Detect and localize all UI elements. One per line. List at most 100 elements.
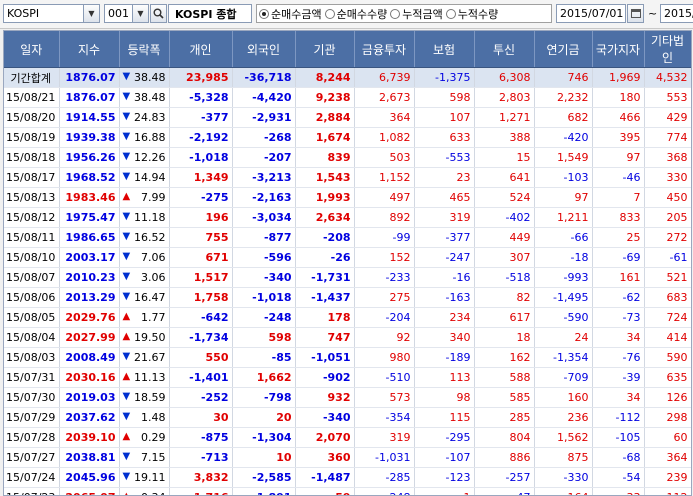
column-header[interactable]: 기관	[295, 31, 355, 68]
value-cell: 635	[644, 367, 691, 388]
search-button[interactable]	[150, 4, 167, 23]
table-row[interactable]: 15/08/032008.4921.67550-85-1,051980-1891…	[4, 347, 691, 368]
calendar-button[interactable]	[627, 4, 644, 23]
radio-label: 누적금액	[402, 7, 443, 21]
value-cell: 112	[644, 487, 691, 495]
table-row[interactable]: 15/08/181956.2612.26-1,018-207839503-553…	[4, 147, 691, 168]
date-cell: 15/07/28	[4, 427, 60, 448]
index-cell: 1986.65	[59, 227, 120, 248]
value-cell: 2,803	[474, 87, 535, 108]
column-header[interactable]: 지수	[59, 31, 120, 68]
value-cell: 1,674	[295, 127, 355, 148]
value-cell: 161	[592, 267, 645, 288]
radio-net-buy-amount[interactable]: 순매수금액	[259, 6, 322, 22]
table-row[interactable]: 15/07/292037.621.483020-340-354115285236…	[4, 407, 691, 428]
column-header[interactable]: 기타법인	[644, 31, 691, 68]
value-cell: 6,308	[474, 67, 535, 88]
table-row[interactable]: 15/08/042027.9919.50-1,73459874792340182…	[4, 327, 691, 348]
value-cell: -47	[474, 487, 535, 495]
value-cell: 364	[644, 447, 691, 468]
table-row[interactable]: 15/08/052029.761.77-642-248178-204234617…	[4, 307, 691, 328]
value-cell: 671	[169, 247, 233, 268]
table-row[interactable]: 15/08/201914.5524.83-377-2,9312,88436410…	[4, 107, 691, 128]
table-row[interactable]: 15/08/062013.2916.471,758-1,018-1,437275…	[4, 287, 691, 308]
value-cell: 205	[644, 207, 691, 228]
value-cell: 18	[474, 327, 535, 348]
table-row[interactable]: 15/08/072010.233.061,517-340-1,731-233-1…	[4, 267, 691, 288]
change-cell: 38.48	[119, 67, 170, 88]
value-cell: 34	[592, 387, 645, 408]
table-row[interactable]: 15/07/302019.0318.59-252-798932573985851…	[4, 387, 691, 408]
radio-dot[interactable]	[390, 8, 401, 19]
chevron-down-icon[interactable]: ▼	[83, 5, 99, 22]
value-cell: 875	[534, 447, 593, 468]
value-cell: -713	[169, 447, 233, 468]
value-cell: 6,739	[354, 67, 415, 88]
value-cell: 585	[474, 387, 535, 408]
column-header[interactable]: 연기금	[534, 31, 593, 68]
column-header[interactable]: 금융투자	[354, 31, 415, 68]
index-cell: 1975.47	[59, 207, 120, 228]
column-header[interactable]: 등락폭	[119, 31, 170, 68]
value-cell: 550	[169, 347, 233, 368]
value-cell: -402	[474, 207, 535, 228]
table-row[interactable]: 15/07/312030.1611.13-1,4011,662-902-5101…	[4, 367, 691, 388]
table-row[interactable]: 15/07/272038.817.15-71310360-1,031-10788…	[4, 447, 691, 468]
value-cell: 319	[414, 207, 475, 228]
value-cell: -275	[169, 187, 233, 208]
table-row[interactable]: 15/08/111986.6516.52755-877-208-99-37744…	[4, 227, 691, 248]
index-cell: 2065.07	[59, 487, 120, 495]
table-row[interactable]: 15/08/131983.467.99-275-2,1631,993497465…	[4, 187, 691, 208]
value-cell: -2,192	[169, 127, 233, 148]
investor-trading-table[interactable]: 일자 지수 등락폭 개인 외국인 기관 금융투자 보험 투신 연기금 국가지자 기타법인 기간합계 18…	[3, 30, 692, 496]
index-cell: 2030.16	[59, 367, 120, 388]
chevron-down-icon[interactable]: ▼	[132, 5, 148, 22]
market-select[interactable]: KOSPI ▼	[3, 4, 100, 23]
index-cell: 2010.23	[59, 267, 120, 288]
value-cell: 319	[354, 427, 415, 448]
total-row[interactable]: 기간합계1876.0738.4823,985-36,7188,2446,739-…	[4, 67, 691, 88]
radio-cumulative-amount[interactable]: 누적금액	[390, 6, 443, 22]
radio-dot[interactable]	[324, 8, 335, 19]
table-row[interactable]: 15/08/211876.0738.48-5,328-4,4209,2382,6…	[4, 87, 691, 108]
value-cell: 126	[644, 387, 691, 408]
value-cell: 30	[169, 407, 233, 428]
column-header[interactable]: 국가지자	[592, 31, 645, 68]
column-header[interactable]: 개인	[169, 31, 233, 68]
value-cell: 164	[534, 487, 593, 495]
value-cell: -1,304	[232, 427, 296, 448]
date-to-input[interactable]: 2015/	[660, 4, 693, 23]
index-cell: 2008.49	[59, 347, 120, 368]
index-cell: 2027.99	[59, 327, 120, 348]
value-cell: 298	[644, 407, 691, 428]
value-cell: -875	[169, 427, 233, 448]
table-row[interactable]: 15/08/121975.4711.18196-3,0342,634892319…	[4, 207, 691, 228]
value-cell: 449	[474, 227, 535, 248]
change-cell: 14.94	[119, 167, 170, 188]
value-cell: -62	[592, 287, 645, 308]
table-row[interactable]: 15/07/242045.9619.113,832-2,585-1,487-28…	[4, 467, 691, 488]
column-header[interactable]: 외국인	[232, 31, 296, 68]
radio-cumulative-volume[interactable]: 누적수량	[445, 6, 498, 22]
table-row[interactable]: 15/08/191939.3816.88-2,192-2681,6741,082…	[4, 127, 691, 148]
date-from-input[interactable]: 2015/07/01	[556, 4, 626, 23]
column-header[interactable]: 일자	[4, 31, 60, 68]
radio-dot[interactable]	[259, 8, 269, 19]
table-row[interactable]: 15/08/171968.5214.941,349-3,2131,5431,15…	[4, 167, 691, 188]
radio-dot[interactable]	[445, 8, 456, 19]
value-cell: -268	[232, 127, 296, 148]
value-cell: 97	[592, 147, 645, 168]
value-cell: 466	[592, 107, 645, 128]
table-row[interactable]: 15/07/282039.100.29-875-1,3042,070319-29…	[4, 427, 691, 448]
column-header[interactable]: 투신	[474, 31, 535, 68]
index-cell: 2045.96	[59, 467, 120, 488]
code-select[interactable]: 001 ▼	[104, 4, 149, 23]
change-cell: 12.26	[119, 147, 170, 168]
table-row[interactable]: 15/07/232065.070.341,716-1,89159-2481-47…	[4, 487, 691, 495]
value-cell: 340	[414, 327, 475, 348]
change-cell: 0.34	[119, 487, 170, 495]
radio-net-buy-volume[interactable]: 순매수수량	[324, 6, 387, 22]
column-header[interactable]: 보험	[414, 31, 475, 68]
table-row[interactable]: 15/08/102003.177.06671-596-26152-247307-…	[4, 247, 691, 268]
change-cell: 11.13	[119, 367, 170, 388]
